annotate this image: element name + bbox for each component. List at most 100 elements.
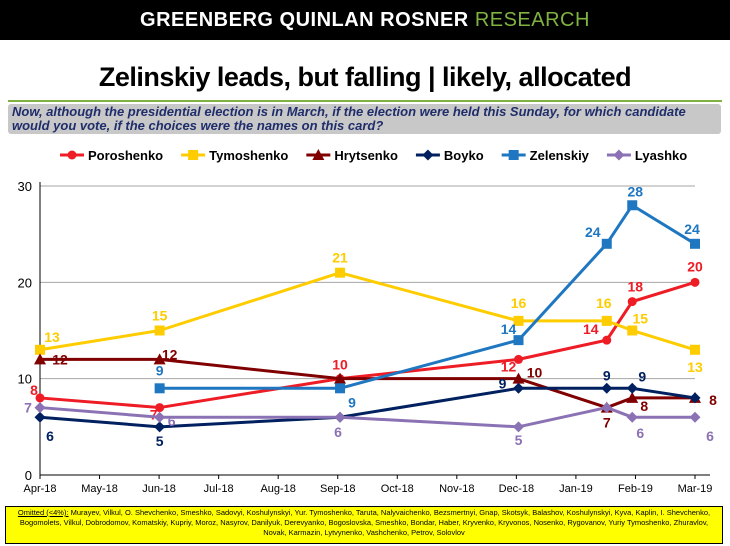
x-tick-label: Oct-18 [381,483,414,495]
data-label-zelenskiy: 9 [156,362,164,378]
data-point-tymoshenko [601,315,612,326]
data-point-lyashko [513,421,525,433]
x-tick-label: Aug-18 [260,483,295,495]
data-point-hrytsenko [34,353,46,365]
data-label-hrytsenko: 10 [527,365,543,381]
data-label-poroshenko: 18 [627,279,643,295]
data-label-boyko: 9 [638,368,646,384]
data-label-poroshenko: 10 [332,357,348,373]
data-label-poroshenko: 8 [30,382,38,398]
data-label-tymoshenko: 21 [332,250,348,266]
legend-label: Tymoshenko [209,148,288,163]
data-point-tymoshenko [627,325,638,336]
x-tick-label: Dec-18 [499,483,534,495]
data-label-poroshenko: 20 [687,258,703,274]
data-point-poroshenko [514,354,524,364]
header-bar: GREENBERG QUINLAN ROSNER RESEARCH [0,0,730,40]
data-point-boyko [154,421,166,433]
data-label-poroshenko: 7 [150,407,158,423]
data-label-zelenskiy: 14 [501,321,517,337]
x-tick-label: Jun-18 [142,483,176,495]
title-divider [8,100,722,102]
series-line-zelenskiy [159,203,696,390]
brand-main-text: GREENBERG QUINLAN ROSNER [140,9,469,31]
x-tick-label: Jan-19 [559,483,593,495]
data-point-boyko [626,382,638,394]
y-tick-label: 0 [25,468,32,483]
data-point-tymoshenko [154,325,165,336]
omitted-list: Murayev, Vilkul, O. Shevchenko, Smeshko,… [19,508,711,537]
data-label-zelenskiy: 24 [684,221,700,237]
legend-label: Lyashko [635,148,687,163]
data-point-hrytsenko [626,391,639,403]
data-label-boyko: 6 [46,428,54,444]
data-point-poroshenko [35,393,45,403]
data-point-poroshenko [627,297,637,307]
x-tick-label: Apr-18 [23,483,56,495]
y-tick-label: 20 [18,275,32,290]
data-point-boyko [513,382,525,394]
question-text: Now, although the presidential election … [8,104,721,134]
data-label-zelenskiy: 28 [627,183,643,199]
data-label-boyko: 9 [603,367,611,383]
data-point-tymoshenko [35,344,45,355]
omitted-label: Omitted (<4%): [17,508,69,517]
data-point-zelenskiy [154,383,165,394]
data-label-lyashko: 6 [334,424,342,440]
data-point-lyashko [334,411,346,423]
data-label-hrytsenko: 8 [640,398,648,414]
data-label-boyko: 5 [156,433,164,449]
legend-marker [508,150,519,160]
data-point-hrytsenko [334,372,347,384]
y-tick-label: 10 [18,372,32,387]
legend-marker [312,149,325,160]
legend-marker [613,149,625,161]
data-label-tymoshenko: 13 [44,329,60,345]
series-line-boyko [39,386,696,429]
legend-label: Zelenskiy [530,148,590,163]
data-point-boyko [689,392,701,404]
data-label-hrytsenko: 12 [52,351,68,367]
y-tick-label: 30 [18,179,32,194]
legend-marker [422,149,434,161]
data-point-poroshenko [690,277,700,287]
data-point-boyko [34,411,46,423]
series-line-hrytsenko [40,357,695,410]
data-label-poroshenko: 12 [501,358,517,374]
data-label-lyashko: 6 [706,428,714,444]
data-label-zelenskiy: 24 [585,224,601,240]
x-tick-label: May-18 [81,483,118,495]
omitted-footnote: Omitted (<4%): Murayev, Vilkul, O. Shevc… [5,506,723,544]
data-point-boyko [601,382,613,394]
x-tick-label: Nov-18 [439,483,474,495]
data-label-tymoshenko: 13 [687,359,703,375]
data-point-poroshenko [155,403,165,413]
data-label-tymoshenko: 16 [596,295,612,311]
data-point-lyashko [154,411,166,423]
legend-marker [188,150,199,160]
data-point-hrytsenko [512,372,525,384]
data-point-lyashko [34,402,46,414]
data-point-zelenskiy [513,335,524,346]
data-label-tymoshenko: 15 [152,308,168,324]
data-point-hrytsenko [153,353,166,365]
data-point-zelenskiy [601,238,612,249]
brand-logo: GREENBERG QUINLAN ROSNER RESEARCH [0,9,730,32]
x-tick-label: Jul-18 [204,483,234,495]
page-title: Zelinskiy leads, but falling | likely, a… [98,62,632,92]
line-chart: 0 10 20 30 Apr-18 May-18 Jun-18 Jul-18 Aug-18 Sep… [18,148,718,495]
data-label-lyashko: 7 [24,400,32,416]
data-point-lyashko [689,411,701,423]
data-point-zelenskiy [627,200,638,211]
data-point-tymoshenko [335,267,346,278]
data-point-tymoshenko [513,315,524,326]
legend-label: Hrytsenko [334,148,398,163]
data-label-poroshenko: 14 [583,321,599,337]
data-point-zelenskiy [335,383,346,394]
data-label-lyashko: 5 [515,432,523,448]
data-label-zelenskiy: 9 [348,394,356,410]
data-label-hrytsenko: 8 [709,392,717,408]
legend-label: Boyko [444,148,484,163]
data-label-tymoshenko: 16 [511,295,527,311]
legend-label: Poroshenko [88,148,163,163]
